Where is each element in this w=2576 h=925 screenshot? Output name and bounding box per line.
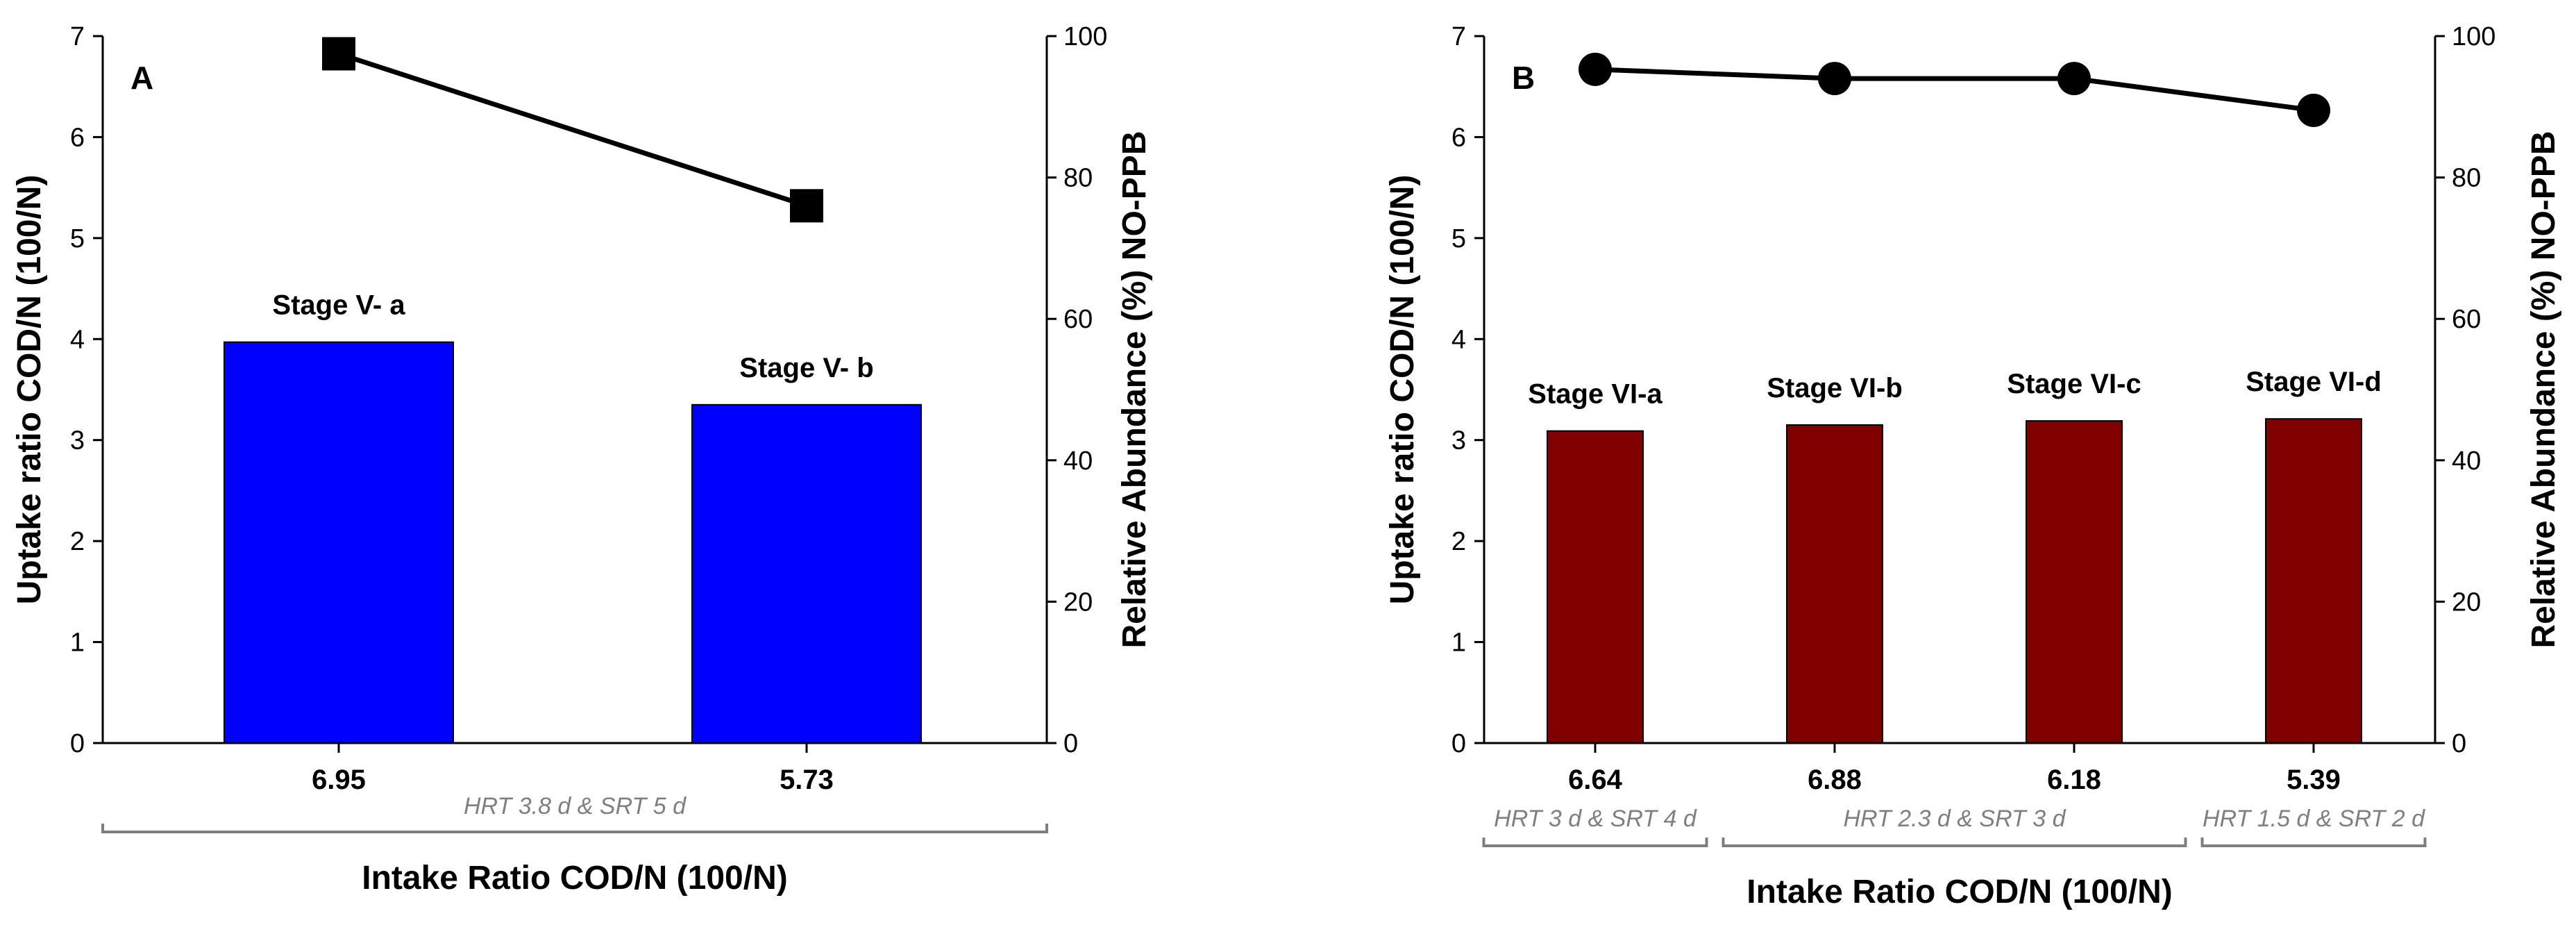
- panel-b-chart: Stage VI-a Stage VI-b Stage VI-c Stage VI-d…: [1384, 22, 2562, 910]
- x-axis-title: Intake Ratio COD/N (100/N): [1746, 874, 2172, 910]
- left-y-axis-title: Uptake ratio COD/N (100/N): [1384, 175, 1421, 605]
- right-y-tick-label: 20: [1063, 588, 1093, 617]
- x-tick-label: 6.95: [312, 765, 366, 795]
- bar-1: [1547, 430, 1644, 744]
- left-y-tick-label: 2: [1451, 527, 1466, 556]
- abundance-line: [337, 51, 808, 208]
- abundance-marker-1: [1579, 52, 1612, 86]
- operating-condition-label: HRT 2.3 d & SRT 3 d: [1844, 806, 2066, 832]
- condition-bracket: [1721, 838, 2187, 847]
- bar-stage-label: Stage V- b: [739, 353, 873, 383]
- right-y-axis-title: Relative Abundance (%) NO-PPB: [2525, 131, 2562, 648]
- bar-4: [2265, 418, 2362, 744]
- bar-stage-label: Stage VI-b: [1767, 373, 1903, 403]
- left-y-tick-label: 3: [1451, 426, 1466, 456]
- abundance-marker-4: [2297, 93, 2330, 127]
- abundance-line: [1594, 67, 2314, 113]
- right-y-tick-label: 80: [1063, 164, 1093, 193]
- bar-stage-label: Stage V- a: [272, 290, 405, 321]
- bar-3: [2026, 420, 2123, 744]
- operating-condition-label: HRT 1.5 d & SRT 2 d: [2203, 806, 2425, 832]
- x-axis-title: Intake Ratio COD/N (100/N): [362, 860, 787, 897]
- left-y-tick-label: 4: [70, 325, 85, 354]
- x-tick-label: 6.88: [1808, 765, 1862, 795]
- left-y-tick-label: 7: [70, 22, 85, 51]
- left-y-tick-label: 5: [1451, 224, 1466, 253]
- bar-stage-label: Stage VI-c: [2007, 369, 2141, 399]
- left-y-tick-label: 2: [70, 527, 85, 556]
- right-y-tick-label: 60: [1063, 305, 1093, 334]
- left-y-tick-label: 6: [1451, 123, 1466, 152]
- right-y-tick-label: 0: [2452, 729, 2466, 758]
- right-y-tick-label: 40: [2452, 447, 2481, 476]
- condition-bracket: [101, 824, 1048, 833]
- x-tick-label: 5.39: [2287, 765, 2341, 795]
- panel-a-chart: Stage V- a Stage V- b 0 1 2 3 4 5 6 7 0 20 40 60 80 100…: [11, 22, 1153, 897]
- bar-1: [224, 341, 454, 744]
- right-y-tick-label: 60: [2452, 305, 2481, 334]
- abundance-marker-2: [790, 189, 823, 223]
- abundance-marker-1: [322, 37, 355, 71]
- left-y-tick-label: 1: [1451, 628, 1466, 658]
- abundance-marker-3: [2057, 62, 2091, 96]
- left-y-tick-label: 5: [70, 224, 85, 253]
- left-y-tick-label: 0: [70, 729, 85, 758]
- bar-2: [691, 403, 922, 744]
- operating-condition-label: HRT 3 d & SRT 4 d: [1494, 806, 1697, 832]
- bar-2: [1786, 424, 1883, 744]
- right-y-tick-label: 20: [2452, 588, 2481, 617]
- condition-bracket: [2200, 838, 2427, 847]
- left-y-tick-label: 7: [1451, 22, 1466, 51]
- left-y-tick-label: 6: [70, 123, 85, 152]
- right-y-tick-label: 0: [1063, 729, 1078, 758]
- x-tick-label: 5.73: [780, 765, 834, 795]
- x-tick-label: 6.64: [1568, 765, 1623, 795]
- panel-letter: A: [131, 60, 153, 96]
- bar-stage-label: Stage VI-a: [1528, 379, 1662, 410]
- operating-condition-label: HRT 3.8 d & SRT 5 d: [464, 793, 687, 819]
- x-tick-label: 6.18: [2047, 765, 2101, 795]
- right-y-tick-label: 100: [2452, 22, 2495, 51]
- left-y-tick-label: 3: [70, 426, 85, 456]
- left-y-tick-label: 0: [1451, 729, 1466, 758]
- right-y-tick-label: 40: [1063, 447, 1093, 476]
- condition-bracket: [1482, 838, 1708, 847]
- left-y-tick-label: 4: [1451, 325, 1466, 354]
- left-y-tick-label: 1: [70, 628, 85, 658]
- bar-stage-label: Stage VI-d: [2246, 367, 2382, 397]
- right-y-tick-label: 100: [1063, 22, 1107, 51]
- abundance-marker-2: [1818, 62, 1851, 96]
- left-y-axis-title: Uptake ratio COD/N (100/N): [11, 175, 48, 605]
- right-y-tick-label: 80: [2452, 164, 2481, 193]
- panel-letter: B: [1512, 60, 1535, 96]
- right-y-axis-title: Relative Abundance (%) NO-PPB: [1116, 131, 1153, 648]
